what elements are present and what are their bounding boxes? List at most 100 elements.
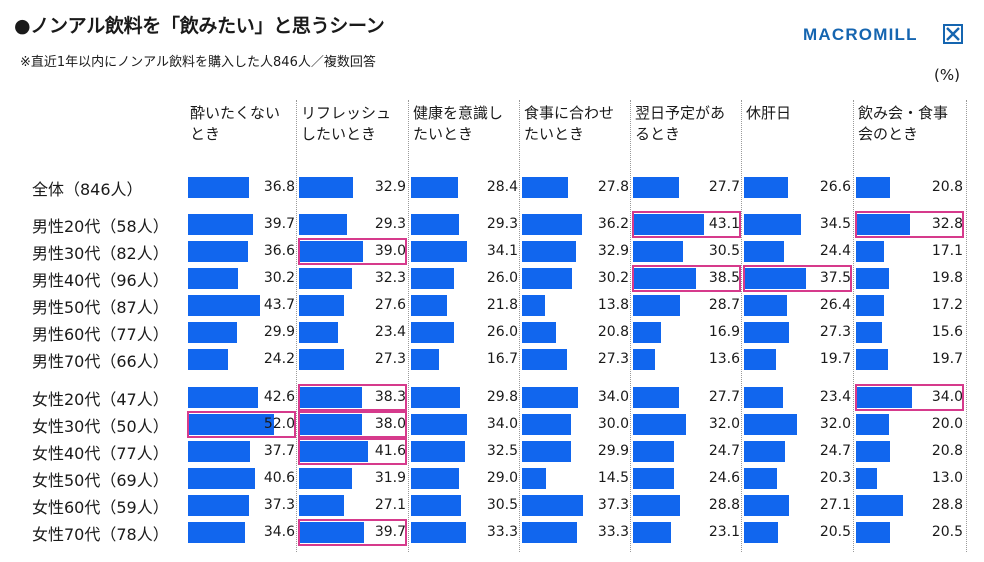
- bar: [188, 241, 248, 262]
- bar: [633, 214, 704, 235]
- data-label: 29.0: [486, 470, 518, 486]
- bar: [633, 177, 679, 198]
- data-label: 32.3: [374, 270, 406, 286]
- data-label: 24.7: [708, 443, 740, 459]
- logo-text: MACROMILL: [803, 25, 918, 44]
- column-header: 酔いたくない とき: [190, 103, 302, 145]
- data-label: 27.3: [374, 351, 406, 367]
- data-label: 27.6: [374, 297, 406, 313]
- column-header-line: 翌日予定があ: [635, 104, 726, 122]
- bar: [856, 268, 889, 289]
- highlight-box: [855, 384, 964, 411]
- bar: [299, 322, 338, 343]
- bar: [744, 349, 776, 370]
- data-label: 38.3: [374, 389, 406, 405]
- row-label: 男性20代（58人）: [32, 217, 169, 236]
- data-label: 34.0: [486, 416, 518, 432]
- bar: [856, 349, 888, 370]
- data-label: 43.1: [708, 216, 740, 232]
- bar: [744, 414, 797, 435]
- bar: [633, 387, 679, 408]
- bar: [188, 522, 245, 543]
- row-label: 女性40代（77人）: [32, 444, 169, 463]
- bar: [633, 441, 674, 462]
- bar: [411, 495, 461, 516]
- macromill-logo: MACROMILL: [803, 24, 963, 46]
- column-header: 休肝日: [746, 103, 858, 124]
- data-label: 32.0: [819, 416, 851, 432]
- bar: [188, 387, 258, 408]
- bar: [633, 414, 686, 435]
- column-header-line: 飲み会・食事: [858, 104, 949, 122]
- bar: [633, 522, 671, 543]
- highlight-box: [855, 211, 964, 238]
- data-label: 20.8: [597, 324, 629, 340]
- column-header: 食事に合わせ たいとき: [524, 103, 636, 145]
- column-divider: [741, 100, 742, 552]
- bar: [633, 241, 683, 262]
- bar: [522, 349, 567, 370]
- data-label: 15.6: [931, 324, 963, 340]
- bar: [411, 414, 467, 435]
- data-label: 33.3: [597, 524, 629, 540]
- row-label: 男性30代（82人）: [32, 244, 169, 263]
- column-header-line: たいとき: [524, 125, 585, 143]
- row-label: 女性70代（78人）: [32, 525, 169, 544]
- bar: [188, 177, 249, 198]
- bar: [633, 268, 696, 289]
- column-divider: [966, 100, 967, 552]
- bar: [633, 495, 680, 516]
- data-label: 40.6: [263, 470, 295, 486]
- bar: [299, 414, 362, 435]
- bar: [744, 495, 789, 516]
- bar: [522, 295, 545, 316]
- data-label: 36.8: [263, 179, 295, 195]
- row-label: 男性70代（66人）: [32, 352, 169, 371]
- bar: [411, 177, 458, 198]
- bar: [522, 177, 568, 198]
- data-label: 24.7: [819, 443, 851, 459]
- data-label: 34.5: [819, 216, 851, 232]
- bar: [522, 495, 583, 516]
- bar: [744, 268, 806, 289]
- row-label: 全体（846人）: [32, 180, 143, 199]
- data-label: 34.1: [486, 243, 518, 259]
- bar: [299, 214, 347, 235]
- data-label: 27.8: [597, 179, 629, 195]
- data-label: 16.7: [486, 351, 518, 367]
- data-label: 32.9: [374, 179, 406, 195]
- data-label: 28.8: [708, 497, 740, 513]
- bar: [411, 468, 459, 489]
- column-header-line: 食事に合わせ: [524, 104, 615, 122]
- bar: [411, 441, 465, 462]
- data-label: 32.0: [708, 416, 740, 432]
- column-header-line: たいとき: [413, 125, 474, 143]
- row-label: 男性60代（77人）: [32, 325, 169, 344]
- data-label: 31.9: [374, 470, 406, 486]
- column-header: 飲み会・食事 会のとき: [858, 103, 970, 145]
- data-label: 13.6: [708, 351, 740, 367]
- column-header-line: 健康を意識し: [413, 104, 504, 122]
- bar: [633, 349, 655, 370]
- bar: [522, 387, 578, 408]
- bar: [299, 177, 353, 198]
- bar: [188, 349, 228, 370]
- data-label: 27.1: [374, 497, 406, 513]
- data-label: 19.8: [931, 270, 963, 286]
- data-label: 20.5: [931, 524, 963, 540]
- bar: [522, 414, 571, 435]
- bar: [188, 495, 249, 516]
- data-label: 20.8: [931, 179, 963, 195]
- highlight-box: [298, 519, 407, 546]
- bar: [856, 387, 912, 408]
- bar: [633, 322, 661, 343]
- highlight-box: [298, 438, 407, 465]
- bar: [299, 241, 363, 262]
- data-label: 27.1: [819, 497, 851, 513]
- data-label: 41.6: [374, 443, 406, 459]
- bar: [744, 322, 789, 343]
- bar: [744, 387, 783, 408]
- data-label: 17.2: [931, 297, 963, 313]
- data-label: 29.8: [486, 389, 518, 405]
- bar: [744, 241, 784, 262]
